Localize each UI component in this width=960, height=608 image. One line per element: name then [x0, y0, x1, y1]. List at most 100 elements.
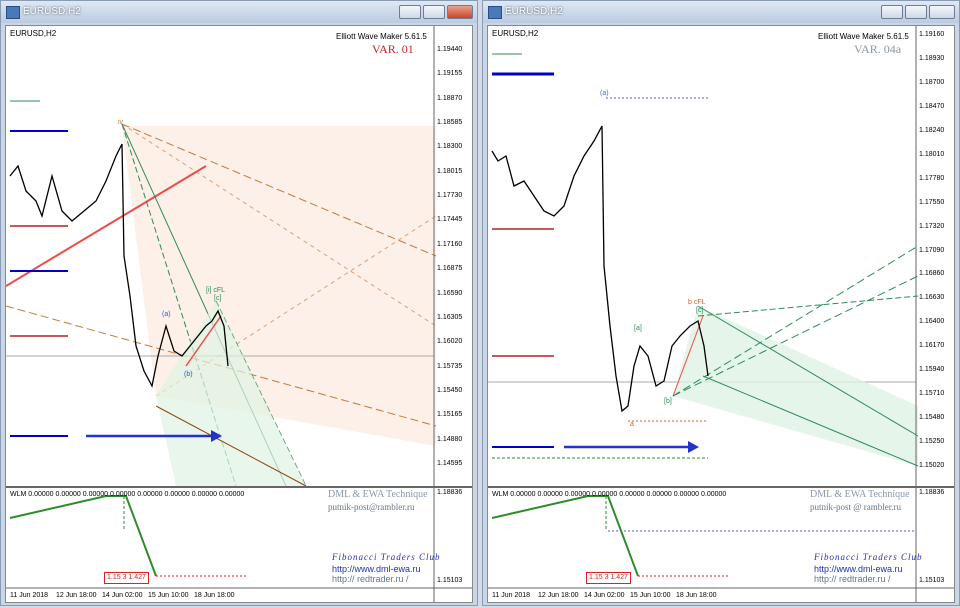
price-label: 1.15250: [919, 438, 945, 446]
date-label: 14 Jun 02:00: [584, 592, 625, 599]
date-label: 11 Jun 2018: [10, 592, 49, 599]
maximize-button[interactable]: [423, 5, 445, 19]
wave-label: (b): [184, 371, 193, 378]
brand: DML & EWA Technique: [328, 489, 428, 500]
price-label: 1.15020: [919, 462, 945, 469]
price-label: 1.18470: [919, 102, 945, 110]
wave-label: b cFL: [688, 299, 706, 306]
price-label: 1.17090: [919, 246, 945, 254]
chart-window: EURUSD,H2 Elliott Wave Maker 5.61.5 VAR. 0…: [0, 0, 478, 606]
date-label: 18 Jun 18:00: [194, 592, 235, 599]
sub-price-label: 1.15103: [437, 577, 463, 584]
price-label: 1.16305: [437, 313, 463, 321]
sub-price-label: 1.15103: [919, 577, 945, 584]
price-label: 1.17445: [437, 216, 463, 224]
price-label: 1.18930: [919, 54, 945, 62]
sub-price-label: 1.18836: [919, 489, 945, 496]
date-label: 12 Jun 18:00: [56, 592, 97, 599]
indicator-name: Elliott Wave Maker 5.61.5: [818, 32, 909, 41]
price-label: 1.17550: [919, 198, 945, 206]
wave-label: [c]: [696, 307, 704, 314]
date-label: 14 Jun 02:00: [102, 592, 143, 599]
price-label: 1.18700: [919, 78, 945, 86]
site-url: http:// redtrader.ru /: [332, 574, 409, 584]
price-label: 1.17160: [437, 240, 463, 248]
wave-label: (a): [162, 311, 171, 318]
price-label: 1.17730: [437, 192, 463, 200]
close-button[interactable]: [447, 5, 473, 19]
date-label: 15 Jun 10:00: [148, 592, 189, 599]
maximize-button[interactable]: [905, 5, 927, 19]
price-box: 1.15 3 1.427: [104, 572, 149, 584]
date-label: 15 Jun 10:00: [630, 592, 671, 599]
indicator-values: WLM 0.00000 0.00000 0.00000 0.00000 0.00…: [492, 491, 727, 498]
price-label: 1.14880: [437, 435, 463, 443]
sub-price-label: 1.18836: [437, 489, 463, 496]
club-name: Fibonacci Traders Club: [332, 552, 441, 562]
date-label: 18 Jun 18:00: [676, 592, 717, 599]
price-label: 1.15940: [919, 366, 945, 374]
price-label: 1.14595: [437, 460, 463, 467]
indicator-values: WLM 0.00000 0.00000 0.00000 0.00000 0.00…: [10, 491, 245, 498]
brand: DML & EWA Technique: [810, 489, 910, 500]
close-button[interactable]: [929, 5, 955, 19]
minimize-button[interactable]: [881, 5, 903, 19]
chart-drawing: [6, 26, 472, 602]
price-label: 1.19155: [437, 70, 463, 78]
wave-label: iv: [118, 119, 124, 126]
minimize-button[interactable]: [399, 5, 421, 19]
title-bar: [1, 1, 477, 23]
wave-label: (a): [600, 90, 609, 97]
price-label: 1.16400: [919, 318, 945, 326]
title-bar: [483, 1, 959, 23]
price-box: 1.15 3 1.427: [586, 572, 631, 584]
variant-label: VAR. 01: [372, 42, 414, 56]
price-label: 1.16170: [919, 342, 945, 350]
price-label: 1.15450: [437, 386, 463, 394]
price-label: 1.15165: [437, 411, 463, 419]
price-label: 1.18015: [437, 167, 463, 175]
club-name: Fibonacci Traders Club: [814, 552, 923, 562]
email: putnik-post@rambler.ru: [328, 502, 415, 512]
price-label: 1.18870: [437, 94, 463, 102]
window-title: EURUSD,H2: [23, 6, 81, 17]
price-label: 1.17780: [919, 174, 945, 182]
chart-area: EURUSD,H2 Elliott Wave Maker 5.61.5 VAR. 0…: [487, 25, 955, 603]
price-label: 1.18010: [919, 150, 945, 158]
site-url: http:// redtrader.ru /: [814, 574, 891, 584]
wave-label: [i] cFL: [206, 287, 226, 294]
window-title: EURUSD,H2: [505, 6, 563, 17]
price-label: 1.15735: [437, 362, 463, 370]
price-label: 1.19160: [919, 31, 945, 38]
indicator-name: Elliott Wave Maker 5.61.5: [336, 32, 427, 41]
wave-label: [c]: [214, 295, 222, 302]
chart-drawing: [488, 26, 954, 602]
price-label: 1.16860: [919, 270, 945, 278]
symbol-label: EURUSD,H2: [492, 29, 539, 38]
window-icon: [488, 6, 502, 19]
wave-label: [b]: [664, 398, 672, 405]
wave-label: a: [630, 421, 634, 428]
site-url: http://www.dml-ewa.ru: [814, 564, 903, 574]
window-icon: [6, 6, 20, 19]
price-label: 1.18240: [919, 126, 945, 134]
price-label: 1.16630: [919, 294, 945, 302]
price-label: 1.17320: [919, 222, 945, 230]
price-label: 1.18300: [437, 143, 463, 151]
date-label: 12 Jun 18:00: [538, 592, 579, 599]
price-label: 1.15480: [919, 414, 945, 422]
variant-label: VAR. 04a: [854, 42, 902, 56]
chart-window: EURUSD,H2 Elliott Wave Maker 5.61.5 VAR. 0…: [482, 0, 960, 606]
price-label: 1.15710: [919, 390, 945, 398]
chart-area: EURUSD,H2 Elliott Wave Maker 5.61.5 VAR. 0…: [5, 25, 473, 603]
price-label: 1.16020: [437, 338, 463, 346]
price-label: 1.16875: [437, 265, 463, 273]
symbol-label: EURUSD,H2: [10, 29, 57, 38]
price-label: 1.18585: [437, 119, 463, 127]
date-label: 11 Jun 2018: [492, 592, 531, 599]
email: putnik-post @ rambler.ru: [810, 502, 902, 512]
wave-label: [a]: [634, 325, 642, 332]
price-label: 1.19440: [437, 46, 463, 53]
site-url: http://www.dml-ewa.ru: [332, 564, 421, 574]
